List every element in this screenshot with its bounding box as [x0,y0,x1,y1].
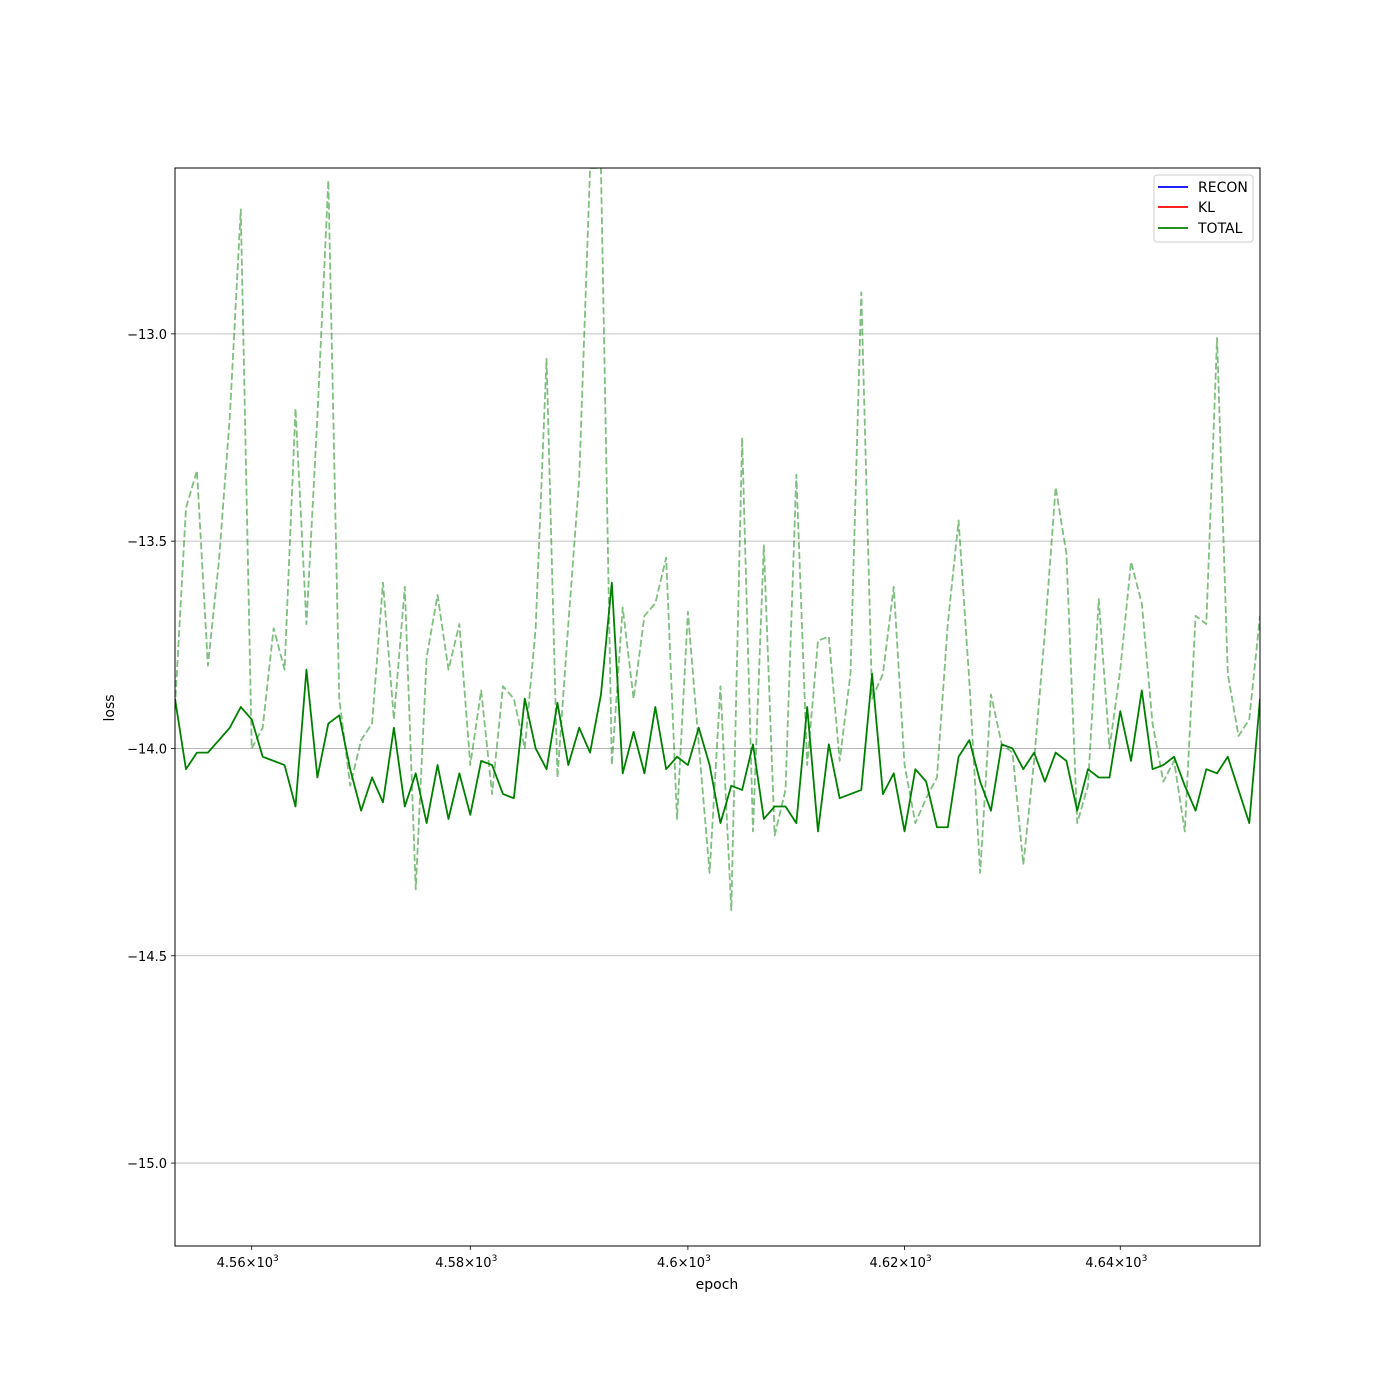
x-tick-label: 4.64×103 [1085,1254,1147,1271]
x-axis: 4.56×103 4.58×103 4.6×103 4.62×103 4.64×103 [217,1246,1147,1271]
legend-box [1153,174,1254,243]
legend-label-recon: RECON [1198,180,1248,196]
legend-label-kl: KL [1198,200,1215,216]
legend-label-total: TOTAL [1197,221,1243,237]
x-tick-label: 4.62×103 [869,1254,931,1271]
x-tick-label: 4.58×103 [435,1254,497,1271]
series-layer [175,168,1260,912]
legend: RECON KL TOTAL [1153,174,1254,243]
series-line-dashed [175,168,1260,912]
y-tick-label: −14.5 [127,950,167,965]
y-tick-label: −14.0 [127,742,167,757]
y-tick-label: −13.5 [127,535,167,550]
series-line-total [175,581,1260,833]
y-axis-label: loss [102,694,118,721]
y-tick-label: −13.0 [127,328,167,343]
y-tick-label: −15.0 [127,1157,167,1172]
x-tick-label: 4.56×103 [217,1254,279,1271]
x-axis-label: epoch [696,1277,739,1293]
x-tick-label: 4.6×103 [657,1254,711,1271]
y-axis: −13.0 −13.5 −14.0 −14.5 −15.0 [127,328,175,1172]
plot-frame [174,167,1261,1247]
